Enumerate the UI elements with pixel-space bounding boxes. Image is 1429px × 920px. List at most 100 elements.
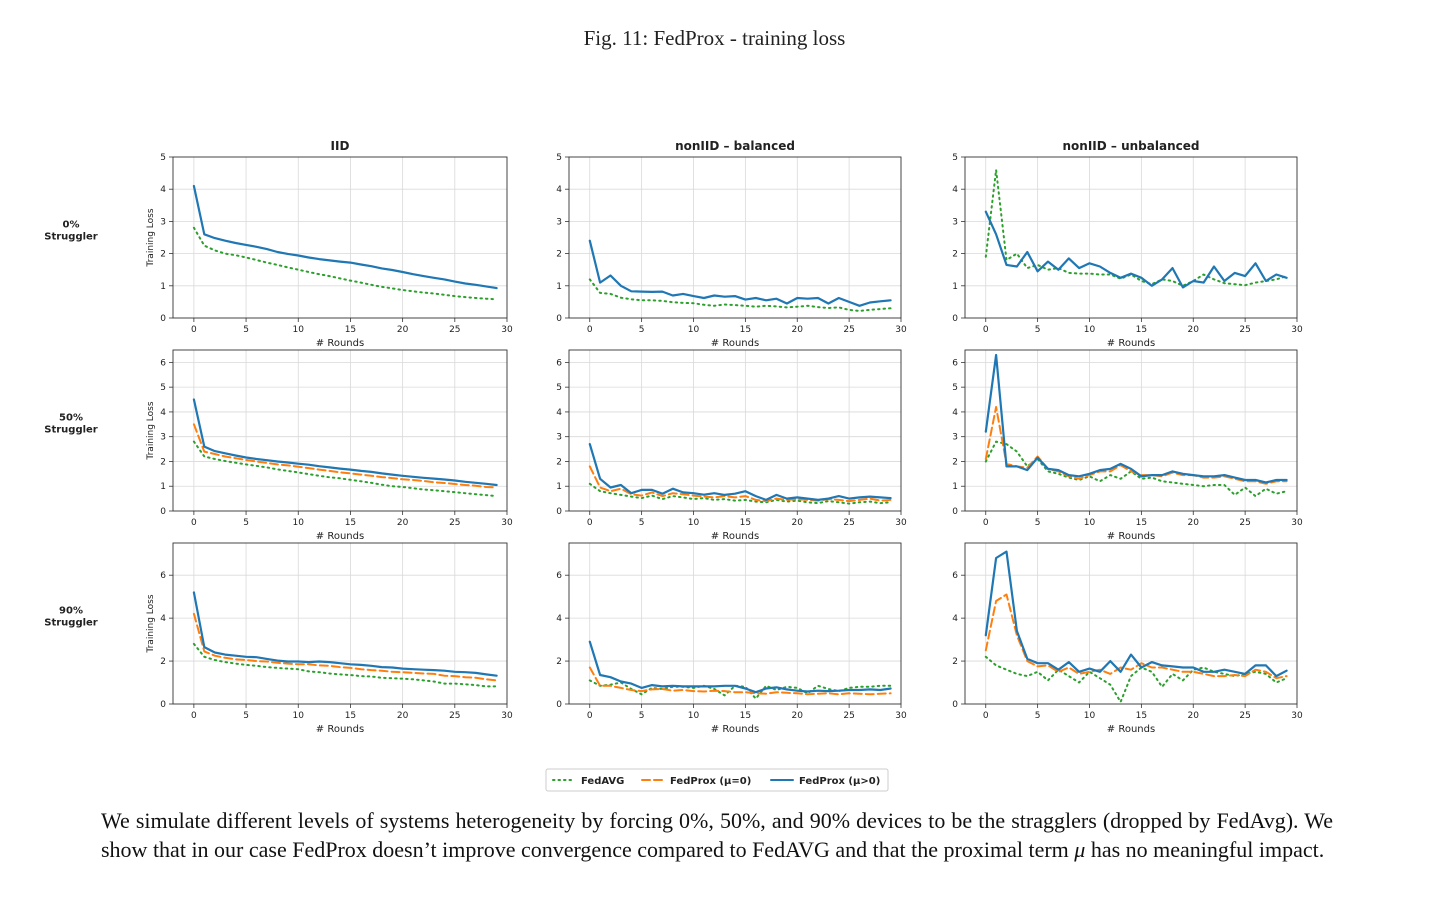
panel-r1-c1: 0 5 10 15 20 25 30 0 1 2 3 4 5 6 # Rounds <box>556 349 907 542</box>
x-tick-label: 30 <box>501 325 513 335</box>
series-line-fedprox-0 <box>588 465 892 503</box>
x-tick-label: 20 <box>792 711 804 721</box>
x-tick-label: 20 <box>1188 711 1200 721</box>
y-axis-label: Training Loss <box>146 594 156 653</box>
row-label-2-line1: 90% <box>59 606 83 617</box>
y-tick-label: 5 <box>556 383 562 393</box>
x-tick-label: 10 <box>293 325 305 335</box>
x-tick-label: 0 <box>983 711 989 721</box>
x-tick-label: 15 <box>1136 518 1147 528</box>
y-tick-label: 4 <box>952 185 958 195</box>
y-tick-label: 2 <box>160 657 166 667</box>
x-tick-label: 25 <box>1239 518 1250 528</box>
y-tick-label: 2 <box>160 250 166 260</box>
x-tick-label: 5 <box>1035 711 1041 721</box>
x-tick-label: 30 <box>1291 325 1303 335</box>
y-tick-label: 3 <box>952 217 958 227</box>
x-tick-label: 5 <box>639 325 645 335</box>
y-tick-label: 4 <box>952 408 958 418</box>
y-tick-label: 0 <box>556 507 562 517</box>
y-tick-label: 2 <box>952 457 958 467</box>
legend-box <box>545 768 889 792</box>
y-tick-label: 5 <box>160 153 166 163</box>
x-tick-label: 20 <box>792 325 804 335</box>
x-tick-label: 0 <box>587 711 593 721</box>
x-tick-label: 20 <box>397 325 409 335</box>
row-label-1-line2: Struggler <box>44 425 98 436</box>
y-tick-label: 4 <box>952 614 958 624</box>
plot-frame <box>172 542 508 705</box>
y-tick-label: 0 <box>160 700 166 710</box>
y-tick-label: 4 <box>160 614 166 624</box>
series-line-fedavg <box>192 642 498 688</box>
y-tick-label: 6 <box>556 571 562 581</box>
row-label-0-line1: 0% <box>63 220 80 231</box>
x-axis-label: # Rounds <box>316 531 364 542</box>
plot-frame <box>172 156 508 319</box>
series-line-fedavg <box>192 440 498 498</box>
y-axis-label: Training Loss <box>146 208 156 267</box>
y-tick-label: 0 <box>160 507 166 517</box>
paragraph-text-after: has no meaningful impact. <box>1085 837 1325 862</box>
series-line-fedprox-0 <box>192 612 498 682</box>
y-tick-label: 6 <box>160 571 166 581</box>
row-label-2-line2: Struggler <box>44 618 98 629</box>
y-tick-label: 1 <box>952 482 958 492</box>
panel-r2-c1: 0 5 10 15 20 25 30 0 2 4 6 # Rounds <box>556 542 907 735</box>
panel-r0-c0: 0 5 10 15 20 25 30 0 1 2 3 4 5 # Rounds Training Loss <box>146 153 513 349</box>
series-line-fedprox-0 <box>984 353 1288 484</box>
x-tick-label: 5 <box>1035 325 1041 335</box>
series-line-fedprox-0 <box>588 443 892 501</box>
y-tick-label: 1 <box>160 482 166 492</box>
panel-r2-c0: 0 5 10 15 20 25 30 0 2 4 6 # Rounds Training Loss <box>146 542 513 735</box>
x-axis-label: # Rounds <box>316 338 364 349</box>
x-tick-label: 15 <box>345 518 356 528</box>
x-tick-label: 25 <box>843 518 854 528</box>
x-axis-label: # Rounds <box>711 724 759 735</box>
y-axis-label: Training Loss <box>146 401 156 460</box>
x-tick-label: 0 <box>191 325 197 335</box>
panel-r0-c1: 0 5 10 15 20 25 30 0 1 2 3 4 5 # Rounds <box>556 153 907 349</box>
x-axis-label: # Rounds <box>711 531 759 542</box>
figure-chart-grid: IID nonIID – balanced nonIID – unbalanced0… <box>44 139 1303 792</box>
x-tick-label: 0 <box>191 711 197 721</box>
legend-label-1: FedProx (μ=0) <box>670 776 751 787</box>
y-tick-label: 2 <box>556 457 562 467</box>
x-tick-label: 20 <box>792 518 804 528</box>
series-line-fedavg <box>984 168 1288 287</box>
panel-r1-c2: 0 5 10 15 20 25 30 0 1 2 3 4 5 6 # Rounds <box>952 349 1303 542</box>
x-tick-label: 10 <box>293 711 305 721</box>
figure-caption: Fig. 11: FedProx - training loss <box>583 26 846 50</box>
y-tick-label: 2 <box>952 657 958 667</box>
series-line-fedprox-0 <box>588 239 892 307</box>
x-tick-label: 15 <box>1136 711 1147 721</box>
x-tick-label: 15 <box>1136 325 1147 335</box>
y-tick-label: 2 <box>160 457 166 467</box>
x-tick-label: 30 <box>895 711 907 721</box>
series-line-fedprox-0 <box>588 640 892 694</box>
y-tick-label: 0 <box>556 700 562 710</box>
y-tick-label: 6 <box>160 358 166 368</box>
x-tick-label: 15 <box>740 325 751 335</box>
plot-frame <box>568 349 902 512</box>
panel-r2-c2: 0 5 10 15 20 25 30 0 2 4 6 # Rounds <box>952 542 1303 735</box>
y-tick-label: 5 <box>556 153 562 163</box>
series-line-fedavg <box>588 482 892 505</box>
series-line-fedprox-0 <box>192 398 498 487</box>
y-tick-label: 1 <box>160 282 166 292</box>
x-tick-label: 20 <box>1188 325 1200 335</box>
series-line-fedprox-0 <box>192 423 498 489</box>
y-tick-label: 4 <box>556 408 562 418</box>
plot-frame <box>568 542 902 705</box>
x-tick-label: 30 <box>501 711 513 721</box>
x-tick-label: 10 <box>688 325 700 335</box>
x-axis-label: # Rounds <box>316 724 364 735</box>
y-tick-label: 6 <box>556 358 562 368</box>
x-tick-label: 10 <box>293 518 305 528</box>
x-tick-label: 5 <box>639 711 645 721</box>
x-axis-label: # Rounds <box>1107 531 1155 542</box>
x-tick-label: 5 <box>639 518 645 528</box>
y-tick-label: 0 <box>160 314 166 324</box>
y-tick-label: 6 <box>952 358 958 368</box>
y-tick-label: 2 <box>556 250 562 260</box>
